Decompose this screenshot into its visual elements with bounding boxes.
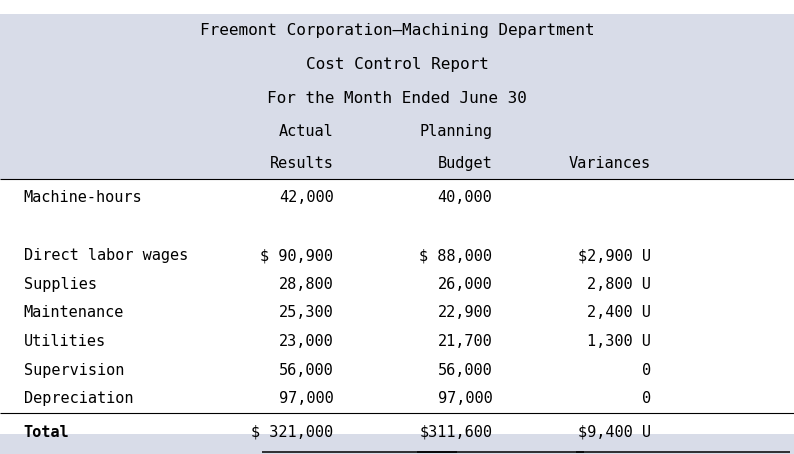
Text: 97,000: 97,000	[279, 391, 333, 406]
Text: $ 88,000: $ 88,000	[419, 248, 492, 263]
Text: Maintenance: Maintenance	[24, 306, 124, 321]
Text: 23,000: 23,000	[279, 334, 333, 349]
Text: $9,400 U: $9,400 U	[578, 425, 651, 440]
Text: 97,000: 97,000	[437, 391, 492, 406]
Text: $2,900 U: $2,900 U	[578, 248, 651, 263]
Text: 26,000: 26,000	[437, 277, 492, 292]
Text: $ 321,000: $ 321,000	[252, 425, 333, 440]
Text: $311,600: $311,600	[419, 425, 492, 440]
Text: Planning: Planning	[419, 124, 492, 139]
Text: Variances: Variances	[569, 156, 651, 171]
Text: 1,300 U: 1,300 U	[588, 334, 651, 349]
Text: Direct labor wages: Direct labor wages	[24, 248, 188, 263]
Text: Cost Control Report: Cost Control Report	[306, 57, 488, 72]
FancyBboxPatch shape	[0, 14, 794, 179]
Text: $ 90,900: $ 90,900	[260, 248, 333, 263]
FancyBboxPatch shape	[0, 434, 794, 454]
Text: Machine-hours: Machine-hours	[24, 190, 142, 205]
Text: 0: 0	[642, 391, 651, 406]
Text: Budget: Budget	[437, 156, 492, 171]
Text: For the Month Ended June 30: For the Month Ended June 30	[267, 91, 527, 106]
Text: Results: Results	[270, 156, 333, 171]
Text: 28,800: 28,800	[279, 277, 333, 292]
Text: 42,000: 42,000	[279, 190, 333, 205]
Text: 56,000: 56,000	[437, 363, 492, 378]
Text: Freemont Corporation–Machining Department: Freemont Corporation–Machining Departmen…	[199, 23, 595, 38]
Text: 2,800 U: 2,800 U	[588, 277, 651, 292]
Text: Utilities: Utilities	[24, 334, 106, 349]
Text: 22,900: 22,900	[437, 306, 492, 321]
Text: Actual: Actual	[279, 124, 333, 139]
Text: 40,000: 40,000	[437, 190, 492, 205]
Text: 2,400 U: 2,400 U	[588, 306, 651, 321]
Text: 0: 0	[642, 363, 651, 378]
Text: 56,000: 56,000	[279, 363, 333, 378]
Text: Supplies: Supplies	[24, 277, 97, 292]
Text: Total: Total	[24, 425, 69, 440]
Text: 21,700: 21,700	[437, 334, 492, 349]
Text: 25,300: 25,300	[279, 306, 333, 321]
Text: Supervision: Supervision	[24, 363, 124, 378]
Text: Depreciation: Depreciation	[24, 391, 133, 406]
